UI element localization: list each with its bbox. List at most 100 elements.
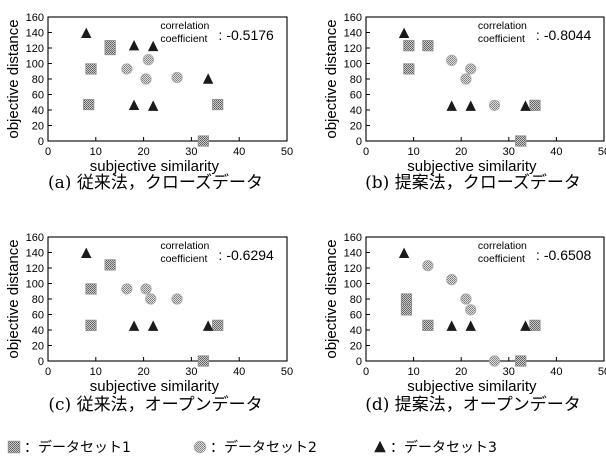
ds1-point bbox=[422, 40, 434, 52]
x-tick-label: 0 bbox=[363, 146, 369, 158]
x-tick-label: 50 bbox=[281, 146, 293, 158]
ds2-point bbox=[460, 293, 472, 305]
y-tick-label: 140 bbox=[26, 28, 44, 40]
ds2-point bbox=[121, 63, 133, 75]
annotation-label: coefficient bbox=[160, 253, 207, 265]
y-tick-label: 20 bbox=[32, 341, 44, 353]
x-tick-label: 20 bbox=[455, 146, 467, 158]
ds1-point bbox=[85, 283, 97, 295]
ds2-point bbox=[171, 71, 183, 84]
y-tick-label: 40 bbox=[32, 105, 44, 117]
ds2-point bbox=[140, 73, 152, 85]
ds3-point bbox=[520, 320, 531, 331]
ds1-point bbox=[529, 319, 541, 331]
y-tick-label: 60 bbox=[350, 310, 362, 322]
ds1-point bbox=[403, 40, 415, 52]
annotation-label: correlation bbox=[478, 20, 527, 32]
x-tick-label: 0 bbox=[45, 366, 51, 378]
scatter-panel: 0 20 40 60 80 100 120 140 160 0 10 20 30 40 50 subjecti… bbox=[5, 12, 293, 193]
x-tick-label: 10 bbox=[90, 146, 102, 158]
x-tick-label: 40 bbox=[233, 366, 245, 378]
ds2-legend-marker bbox=[193, 440, 207, 454]
y-tick-label: 80 bbox=[32, 294, 44, 306]
x-axis-label: subjective similarity bbox=[90, 158, 220, 175]
annotation-colon: : bbox=[218, 247, 222, 263]
ds1-point bbox=[197, 355, 209, 367]
ds1-point bbox=[83, 98, 95, 111]
y-tick-label: 0 bbox=[38, 136, 44, 148]
ds3-point bbox=[128, 99, 140, 111]
ds3-point bbox=[147, 100, 159, 111]
ds2-point bbox=[446, 54, 458, 67]
legend-label: ：データセット1 bbox=[24, 439, 131, 456]
ds3-point bbox=[128, 39, 140, 51]
ds3-legend-marker bbox=[374, 440, 386, 453]
ds3-point bbox=[465, 320, 476, 331]
ds1-point bbox=[515, 355, 527, 367]
correlation-value: -0.6508 bbox=[544, 247, 592, 263]
ds2-point bbox=[171, 293, 183, 305]
ds3-point bbox=[128, 320, 140, 331]
x-tick-label: 30 bbox=[503, 366, 515, 378]
scatter-panel: 0 20 40 60 80 100 120 140 160 0 10 20 30 40 50 subjecti… bbox=[5, 232, 293, 415]
ds2-point bbox=[488, 99, 501, 111]
ds1-point bbox=[400, 304, 413, 316]
y-tick-label: 20 bbox=[350, 121, 362, 133]
x-tick-label: 30 bbox=[503, 146, 515, 158]
x-tick-label: 20 bbox=[137, 366, 149, 378]
ds3-point bbox=[147, 320, 159, 331]
ds1-point bbox=[85, 63, 97, 75]
y-tick-label: 60 bbox=[350, 90, 362, 102]
annotation-label: correlation bbox=[160, 240, 209, 252]
ds1-point bbox=[104, 40, 116, 52]
x-tick-label: 10 bbox=[90, 366, 102, 378]
annotation-colon: : bbox=[536, 247, 540, 263]
y-tick-label: 0 bbox=[38, 356, 44, 368]
ds3-point bbox=[398, 27, 410, 38]
annotation-label: coefficient bbox=[160, 33, 207, 45]
x-tick-label: 20 bbox=[137, 146, 149, 158]
ds2-point bbox=[121, 283, 133, 295]
correlation-value: -0.5176 bbox=[226, 27, 274, 43]
y-tick-label: 120 bbox=[344, 43, 362, 55]
legend-label: ：データセット3 bbox=[390, 439, 497, 456]
y-tick-label: 120 bbox=[344, 263, 362, 275]
ds3-point bbox=[465, 100, 476, 111]
ds2-point bbox=[145, 293, 157, 305]
ds3-point bbox=[81, 247, 92, 258]
y-tick-label: 40 bbox=[350, 325, 362, 337]
ds2-point bbox=[488, 355, 501, 367]
annotation-colon: : bbox=[218, 27, 222, 43]
ds1-point bbox=[515, 135, 527, 147]
figure-legend: ：データセット1 ：データセット2 ：データセット3 bbox=[7, 439, 497, 456]
y-tick-label: 100 bbox=[26, 279, 44, 291]
y-tick-label: 40 bbox=[350, 105, 362, 117]
ds3-point bbox=[446, 100, 457, 111]
ds3-point bbox=[446, 320, 457, 331]
y-tick-label: 160 bbox=[26, 12, 44, 24]
ds2-point bbox=[140, 283, 152, 295]
scatter-panel: 0 20 40 60 80 100 120 140 160 0 10 20 30 40 50 subjecti… bbox=[323, 12, 606, 193]
panel-caption: (a) 従来法，クローズデータ bbox=[48, 172, 263, 193]
y-axis-label: objective distance bbox=[323, 239, 340, 358]
y-tick-label: 120 bbox=[26, 43, 44, 55]
y-axis-label: objective distance bbox=[5, 239, 22, 358]
x-tick-label: 50 bbox=[598, 146, 606, 158]
ds3-point bbox=[398, 247, 410, 258]
x-tick-label: 50 bbox=[281, 366, 293, 378]
x-tick-label: 10 bbox=[407, 366, 419, 378]
annotation-label: correlation bbox=[478, 240, 527, 252]
ds1-point bbox=[197, 135, 209, 147]
x-tick-label: 20 bbox=[455, 366, 467, 378]
y-tick-label: 20 bbox=[350, 341, 362, 353]
ds2-point bbox=[465, 304, 477, 316]
y-axis-label: objective distance bbox=[323, 19, 340, 138]
y-tick-label: 0 bbox=[356, 136, 362, 148]
y-tick-label: 60 bbox=[32, 90, 44, 102]
correlation-value: -0.8044 bbox=[544, 27, 592, 43]
y-tick-label: 20 bbox=[32, 121, 44, 133]
annotation-colon: : bbox=[536, 27, 540, 43]
y-axis-label: objective distance bbox=[5, 19, 22, 138]
x-axis-label: subjective similarity bbox=[407, 378, 537, 395]
ds1-point bbox=[400, 293, 413, 305]
